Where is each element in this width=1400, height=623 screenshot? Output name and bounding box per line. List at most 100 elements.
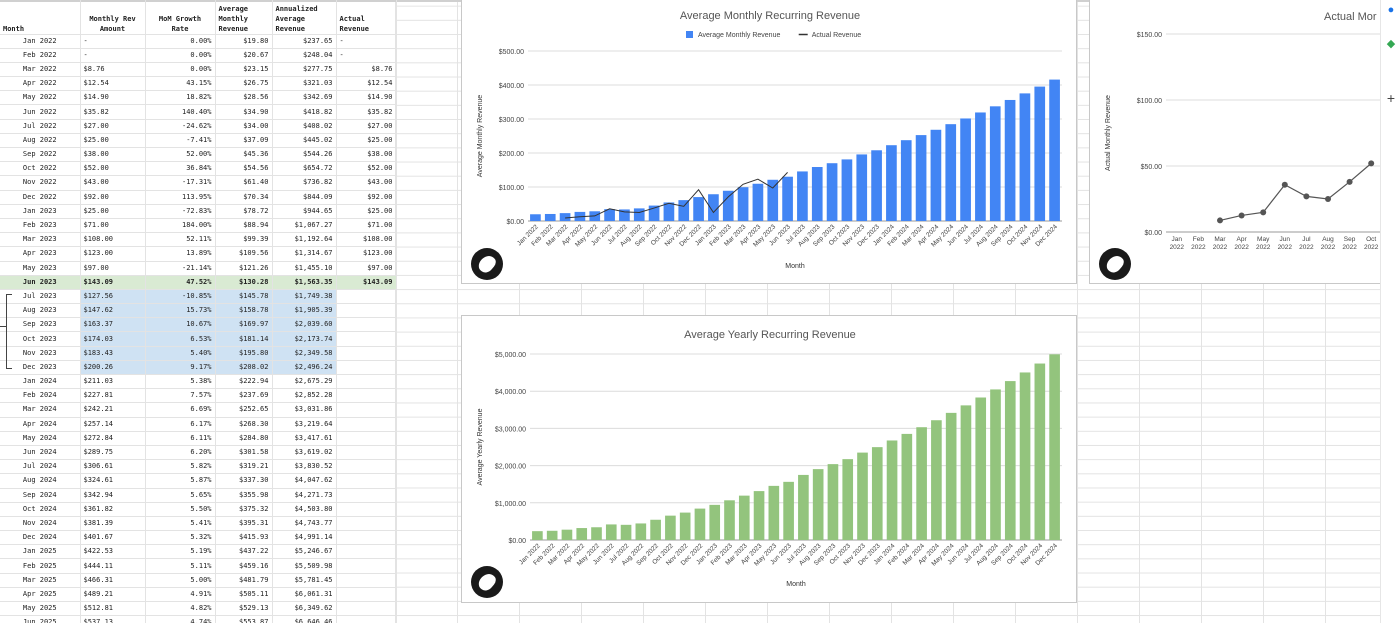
cell-monthly-rev[interactable]: $147.62 (80, 303, 146, 319)
col-header-mom-growth[interactable]: MoM Growth Rate (145, 0, 216, 35)
cell-avg-monthly[interactable]: $459.16 (215, 558, 273, 574)
table-row[interactable]: Jun 2023 $143.09 47.52% $130.28 $1,563.35 $14… (0, 275, 397, 290)
cell-month[interactable]: Jan 2022 (0, 34, 81, 49)
cell-actual[interactable]: $27.00 (336, 119, 397, 134)
cell-annualized[interactable]: $4,503.80 (272, 502, 337, 517)
cell-month[interactable]: Jun 2022 (0, 104, 81, 120)
cell-month[interactable]: Dec 2023 (0, 360, 81, 376)
cell-actual[interactable]: $35.82 (336, 104, 397, 120)
cell-actual[interactable] (336, 346, 397, 361)
table-row[interactable]: Oct 2022 $52.00 36.84% $54.56 $654.72 $52.00 (0, 161, 397, 177)
table-row[interactable]: Feb 2024 $227.81 7.57% $237.69 $2,852.28 (0, 388, 397, 404)
cell-actual[interactable]: $25.00 (336, 204, 397, 219)
cell-avg-monthly[interactable]: $26.75 (215, 76, 273, 92)
cell-annualized[interactable]: $1,749.38 (272, 289, 337, 305)
cell-avg-monthly[interactable]: $34.00 (215, 119, 273, 134)
cell-mom-growth[interactable]: -17.31% (145, 175, 216, 191)
cell-annualized[interactable]: $277.75 (272, 62, 337, 78)
col-header-annualized[interactable]: Annualized Average Revenue (272, 0, 337, 35)
cell-annualized[interactable]: $5,781.45 (272, 573, 337, 588)
cell-mom-growth[interactable]: 47.52% (145, 275, 216, 290)
cell-mom-growth[interactable]: 5.41% (145, 516, 216, 532)
chart-actual-monthly[interactable]: Actual Mor $0.00 $50.00 $100.00 $150.00 Actua… (1089, 0, 1382, 284)
cell-monthly-rev[interactable]: $466.31 (80, 573, 146, 588)
cell-month[interactable]: Jan 2024 (0, 374, 81, 390)
table-row[interactable]: Sep 2022 $38.00 52.00% $45.36 $544.26 $38.00 (0, 147, 397, 163)
cell-annualized[interactable]: $2,852.28 (272, 388, 337, 404)
cell-month[interactable]: Sep 2024 (0, 488, 81, 503)
cell-actual[interactable] (336, 459, 397, 475)
cell-mom-growth[interactable]: 9.17% (145, 360, 216, 376)
cell-mom-growth[interactable]: 0.00% (145, 48, 216, 63)
cell-annualized[interactable]: $2,173.74 (272, 331, 337, 347)
cell-mom-growth[interactable]: 5.40% (145, 346, 216, 361)
cell-actual[interactable]: $52.00 (336, 161, 397, 177)
cell-month[interactable]: Nov 2023 (0, 346, 81, 361)
cell-monthly-rev[interactable]: $174.03 (80, 331, 146, 347)
cell-avg-monthly[interactable]: $505.11 (215, 587, 273, 603)
cell-avg-monthly[interactable]: $252.65 (215, 402, 273, 418)
contacts-icon[interactable]: ● (1387, 4, 1395, 16)
cell-actual[interactable]: $71.00 (336, 218, 397, 234)
cell-avg-monthly[interactable]: $45.36 (215, 147, 273, 163)
cell-avg-monthly[interactable]: $99.39 (215, 232, 273, 248)
cell-mom-growth[interactable]: 0.00% (145, 34, 216, 49)
cell-month[interactable]: Feb 2024 (0, 388, 81, 404)
cell-month[interactable]: Aug 2022 (0, 133, 81, 149)
cell-mom-growth[interactable]: 5.11% (145, 558, 216, 574)
cell-mom-growth[interactable]: -7.41% (145, 133, 216, 149)
cell-monthly-rev[interactable]: $38.00 (80, 147, 146, 163)
cell-avg-monthly[interactable]: $28.56 (215, 90, 273, 106)
cell-mom-growth[interactable]: 6.20% (145, 445, 216, 461)
cell-mom-growth[interactable]: -72.83% (145, 204, 216, 219)
cell-annualized[interactable]: $1,314.67 (272, 246, 337, 262)
cell-annualized[interactable]: $944.65 (272, 204, 337, 219)
table-row[interactable]: Jan 2025 $422.53 5.19% $437.22 $5,246.67 (0, 544, 397, 560)
cell-actual[interactable] (336, 615, 397, 623)
cell-actual[interactable]: - (336, 48, 397, 63)
cell-month[interactable]: Feb 2022 (0, 48, 81, 63)
cell-avg-monthly[interactable]: $375.32 (215, 502, 273, 517)
cell-monthly-rev[interactable]: $272.84 (80, 431, 146, 446)
cell-month[interactable]: Jun 2025 (0, 615, 81, 623)
cell-mom-growth[interactable]: 184.00% (145, 218, 216, 234)
table-row[interactable]: Jan 2023 $25.00 -72.83% $78.72 $944.65 $25.00 (0, 204, 397, 219)
cell-avg-monthly[interactable]: $553.87 (215, 615, 273, 623)
cell-actual[interactable] (336, 317, 397, 333)
cell-monthly-rev[interactable]: $14.90 (80, 90, 146, 106)
cell-month[interactable]: Jul 2023 (0, 289, 81, 305)
cell-mom-growth[interactable]: -24.62% (145, 119, 216, 134)
cell-monthly-rev[interactable]: $257.14 (80, 417, 146, 432)
cell-annualized[interactable]: $736.82 (272, 175, 337, 191)
cell-month[interactable]: Apr 2024 (0, 417, 81, 432)
cell-annualized[interactable]: $5,509.98 (272, 558, 337, 574)
cell-actual[interactable] (336, 573, 397, 588)
cell-annualized[interactable]: $1,905.39 (272, 303, 337, 319)
table-row[interactable]: Mar 2024 $242.21 6.69% $252.65 $3,031.86 (0, 402, 397, 418)
cell-actual[interactable] (336, 360, 397, 376)
cell-avg-monthly[interactable]: $88.94 (215, 218, 273, 234)
cell-actual[interactable]: $25.00 (336, 133, 397, 149)
table-row[interactable]: Feb 2023 $71.00 184.00% $88.94 $1,067.27 $71.… (0, 218, 397, 234)
table-row[interactable]: Jun 2022 $35.82 140.40% $34.90 $418.82 $35.82 (0, 104, 397, 120)
cell-mom-growth[interactable]: 18.82% (145, 90, 216, 106)
cell-actual[interactable] (336, 445, 397, 461)
cell-actual[interactable] (336, 388, 397, 404)
table-row[interactable]: Jul 2022 $27.00 -24.62% $34.00 $408.02 $27.00 (0, 119, 397, 134)
cell-annualized[interactable]: $544.26 (272, 147, 337, 163)
cell-annualized[interactable]: $2,039.60 (272, 317, 337, 333)
cell-avg-monthly[interactable]: $37.09 (215, 133, 273, 149)
cell-month[interactable]: Mar 2025 (0, 573, 81, 588)
cell-monthly-rev[interactable]: $71.00 (80, 218, 146, 234)
cell-month[interactable]: Oct 2024 (0, 502, 81, 517)
cell-annualized[interactable]: $342.69 (272, 90, 337, 106)
cell-avg-monthly[interactable]: $34.90 (215, 104, 273, 120)
table-row[interactable]: Oct 2023 $174.03 6.53% $181.14 $2,173.74 (0, 331, 397, 347)
cell-avg-monthly[interactable]: $222.94 (215, 374, 273, 390)
table-row[interactable]: Mar 2023 $108.00 52.11% $99.39 $1,192.64 $108… (0, 232, 397, 248)
cell-monthly-rev[interactable]: $25.00 (80, 133, 146, 149)
cell-actual[interactable] (336, 303, 397, 319)
table-row[interactable]: Apr 2023 $123.00 13.89% $109.56 $1,314.67 $12… (0, 246, 397, 262)
cell-month[interactable]: Aug 2024 (0, 473, 81, 489)
cell-mom-growth[interactable]: 52.11% (145, 232, 216, 248)
